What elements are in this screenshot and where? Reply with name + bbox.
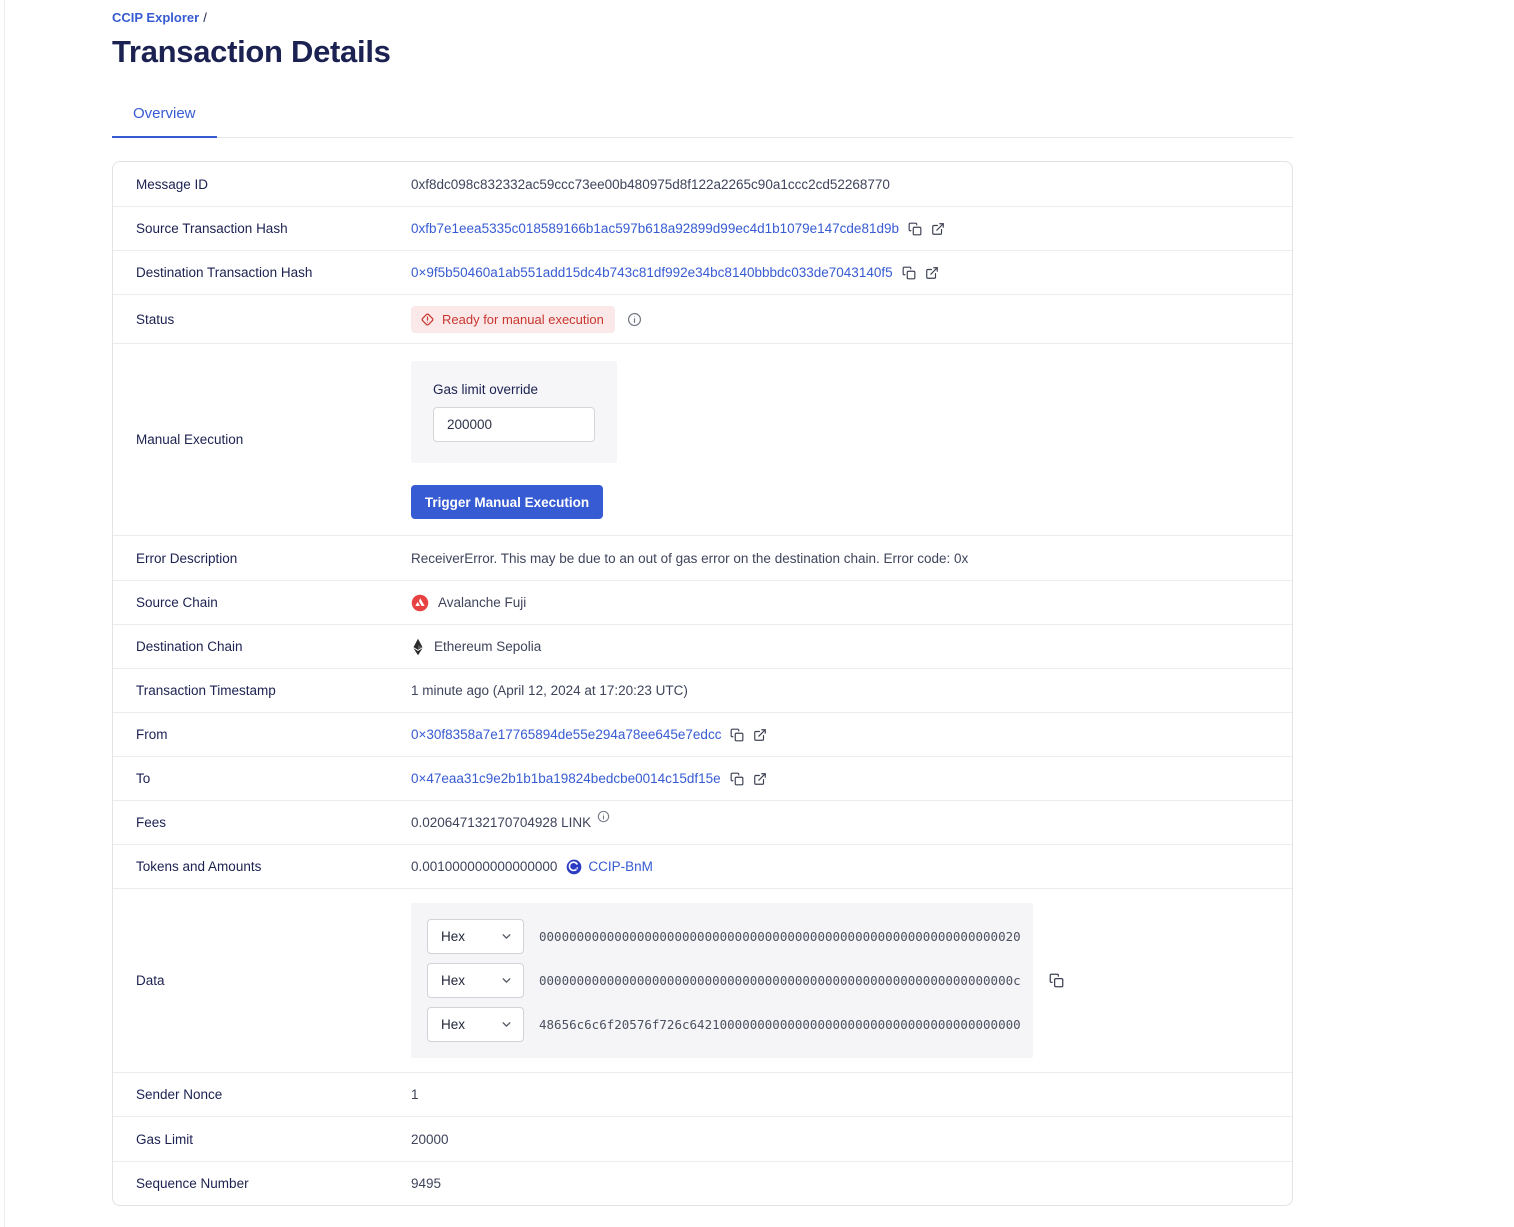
error-description-value: ReceiverError. This may be due to an out…: [411, 550, 969, 566]
breadcrumb: CCIP Explorer /: [112, 10, 1293, 25]
fees-label: Fees: [136, 815, 167, 830]
table-row-gas-limit: Gas Limit 20000: [113, 1116, 1292, 1161]
copy-icon[interactable]: [1049, 973, 1064, 988]
destination-chain-label: Destination Chain: [136, 639, 243, 654]
tokens-and-amounts-label: Tokens and Amounts: [136, 859, 262, 874]
data-hex-value: 0000000000000000000000000000000000000000…: [539, 929, 1021, 944]
info-icon[interactable]: [627, 312, 642, 327]
to-label: To: [136, 771, 151, 786]
table-row-sender-nonce: Sender Nonce 1: [113, 1072, 1292, 1116]
tab-overview[interactable]: Overview: [112, 105, 217, 138]
message-id-value: 0xf8dc098c832332ac59ccc73ee00b480975d8f1…: [411, 176, 890, 192]
trigger-manual-execution-button[interactable]: Trigger Manual Execution: [411, 485, 603, 519]
data-format-select-value: Hex: [441, 973, 466, 988]
table-row-error-description: Error Description ReceiverError. This ma…: [113, 535, 1292, 580]
table-row-fees: Fees 0.020647132170704928 LINK: [113, 800, 1292, 844]
ethereum-logo-icon: [411, 638, 425, 656]
from-label: From: [136, 727, 168, 742]
data-format-select[interactable]: Hex: [427, 919, 524, 954]
sender-nonce-label: Sender Nonce: [136, 1087, 223, 1102]
data-format-select[interactable]: Hex: [427, 963, 524, 998]
source-chain-value: Avalanche Fuji: [438, 595, 527, 610]
data-line: Hex 48656c6c6f20576f726c6421000000000000…: [427, 1007, 1021, 1042]
table-row-to: To 0×47eaa31c9e2b1b1ba19824bedcbe0014c15…: [113, 756, 1292, 800]
copy-icon[interactable]: [730, 772, 744, 786]
transaction-timestamp-value: 1 minute ago (April 12, 2024 at 17:20:23…: [411, 683, 688, 698]
table-row-data: Data Hex 0000000000000000000000000000000…: [113, 888, 1292, 1072]
error-description-label: Error Description: [136, 550, 238, 566]
table-row-message-id: Message ID 0xf8dc098c832332ac59ccc73ee00…: [113, 162, 1292, 206]
external-link-icon[interactable]: [925, 266, 939, 280]
to-address-link[interactable]: 0×47eaa31c9e2b1b1ba19824bedcbe0014c15df1…: [411, 771, 721, 786]
table-row-manual-execution: Manual Execution Gas limit override Trig…: [113, 343, 1292, 535]
destination-tx-hash-label: Destination Transaction Hash: [136, 265, 313, 280]
sequence-number-label: Sequence Number: [136, 1176, 249, 1191]
source-tx-hash-label: Source Transaction Hash: [136, 221, 288, 236]
avalanche-logo-icon: [411, 594, 429, 612]
table-row-transaction-timestamp: Transaction Timestamp 1 minute ago (Apri…: [113, 668, 1292, 712]
data-hex-value: 0000000000000000000000000000000000000000…: [539, 973, 1021, 988]
ccip-bnm-token-link[interactable]: CCIP-BnM: [588, 859, 653, 874]
sender-nonce-value: 1: [411, 1087, 419, 1102]
ccip-bnm-token-icon: [566, 859, 582, 875]
table-row-destination-tx-hash: Destination Transaction Hash 0×9f5b50460…: [113, 250, 1292, 294]
gas-limit-label: Gas Limit: [136, 1131, 194, 1147]
status-badge: Ready for manual execution: [411, 305, 615, 333]
transaction-details-page: CCIP Explorer / Transaction Details Overv…: [112, 10, 1293, 1206]
page-title: Transaction Details: [112, 34, 391, 69]
gas-limit-override-card: Gas limit override: [411, 361, 617, 463]
data-format-select-value: Hex: [441, 1017, 466, 1032]
table-row-source-chain: Source Chain Avalanche Fuji: [113, 580, 1292, 624]
table-row-sequence-number: Sequence Number 9495: [113, 1161, 1292, 1205]
external-link-icon[interactable]: [931, 222, 945, 236]
source-tx-hash-link[interactable]: 0xfb7e1eea5335c018589166b1ac597b618a9289…: [411, 221, 899, 236]
page-edge-divider: [4, 0, 5, 1227]
external-link-icon[interactable]: [753, 772, 767, 786]
fees-value: 0.020647132170704928 LINK: [411, 815, 592, 830]
destination-chain-value: Ethereum Sepolia: [434, 639, 542, 654]
data-line: Hex 000000000000000000000000000000000000…: [427, 919, 1021, 954]
token-amount-value: 0.001000000000000000: [411, 859, 558, 874]
transaction-detail-table: Message ID 0xf8dc098c832332ac59ccc73ee00…: [112, 161, 1293, 1206]
copy-icon[interactable]: [902, 266, 916, 280]
from-address-link[interactable]: 0×30f8358a7e17765894de55e294a78ee645e7ed…: [411, 727, 722, 742]
tab-bar: Overview: [112, 105, 1293, 138]
chevron-down-icon: [500, 1018, 513, 1031]
warning-diamond-icon: [420, 312, 435, 327]
manual-execution-label: Manual Execution: [136, 432, 244, 447]
table-row-destination-chain: Destination Chain Ethereum Sepolia: [113, 624, 1292, 668]
data-label: Data: [136, 973, 165, 988]
table-row-source-tx-hash: Source Transaction Hash 0xfb7e1eea5335c0…: [113, 206, 1292, 250]
data-hex-value: 48656c6c6f20576f726c64210000000000000000…: [539, 1017, 1021, 1032]
info-icon[interactable]: [597, 810, 610, 823]
table-row-from: From 0×30f8358a7e17765894de55e294a78ee64…: [113, 712, 1292, 756]
status-label: Status: [136, 311, 175, 327]
table-row-status: Status Ready for manual execution: [113, 294, 1292, 343]
data-format-select[interactable]: Hex: [427, 1007, 524, 1042]
data-hex-panel: Hex 000000000000000000000000000000000000…: [411, 903, 1033, 1058]
sequence-number-value: 9495: [411, 1176, 442, 1191]
chevron-down-icon: [500, 974, 513, 987]
transaction-timestamp-label: Transaction Timestamp: [136, 683, 276, 698]
gas-limit-override-label: Gas limit override: [433, 382, 539, 397]
message-id-label: Message ID: [136, 176, 209, 192]
breadcrumb-ccip-explorer-link[interactable]: CCIP Explorer: [112, 10, 200, 25]
table-row-tokens-and-amounts: Tokens and Amounts 0.001000000000000000 …: [113, 844, 1292, 888]
breadcrumb-separator: /: [203, 10, 207, 25]
external-link-icon[interactable]: [753, 728, 767, 742]
source-chain-label: Source Chain: [136, 595, 218, 610]
chevron-down-icon: [500, 930, 513, 943]
copy-icon[interactable]: [730, 728, 744, 742]
destination-tx-hash-link[interactable]: 0×9f5b50460a1ab551add15dc4b743c81df992e3…: [411, 265, 893, 280]
gas-limit-value: 20000: [411, 1131, 449, 1147]
gas-limit-override-input[interactable]: [433, 407, 595, 442]
data-line: Hex 000000000000000000000000000000000000…: [427, 963, 1021, 998]
status-badge-text: Ready for manual execution: [442, 311, 604, 327]
copy-icon[interactable]: [908, 222, 922, 236]
data-format-select-value: Hex: [441, 929, 466, 944]
